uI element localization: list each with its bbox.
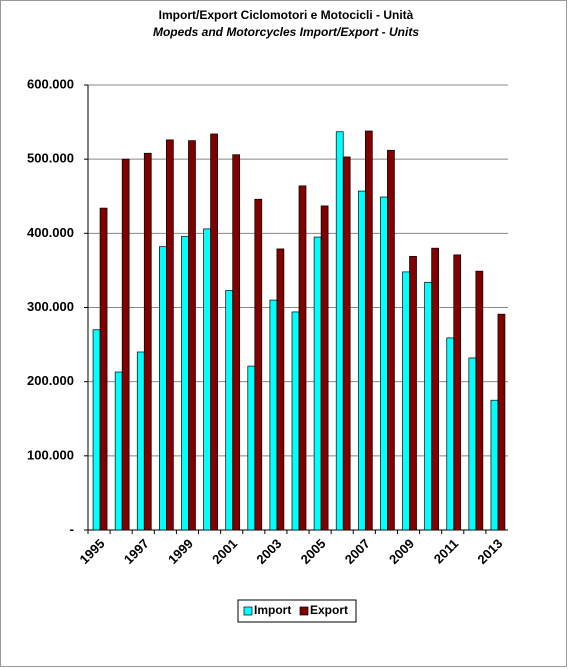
bar xyxy=(114,371,123,531)
bar xyxy=(121,158,130,531)
bar xyxy=(99,207,108,531)
bar xyxy=(380,196,388,531)
bar xyxy=(446,337,455,531)
bar xyxy=(475,270,484,531)
bar xyxy=(254,198,263,531)
bar xyxy=(232,154,241,531)
legend-label: Export xyxy=(310,603,348,617)
bar xyxy=(342,156,351,531)
chart-subtitle: Mopeds and Motorcycles Import/Export - U… xyxy=(153,25,419,39)
bar xyxy=(136,351,145,531)
bar xyxy=(159,246,167,531)
bar xyxy=(357,190,366,531)
bar xyxy=(143,152,152,531)
bar xyxy=(92,329,101,531)
chart-title: Import/Export Ciclomotori e Motocicli - … xyxy=(159,8,414,22)
bar xyxy=(402,271,410,531)
y-tick-label: 100.000 xyxy=(27,447,74,462)
y-tick-label: 600.000 xyxy=(27,76,74,91)
bar xyxy=(181,235,189,531)
bar xyxy=(298,185,307,531)
y-tick-label: 300.000 xyxy=(27,299,74,314)
legend-swatch xyxy=(299,606,309,616)
bar xyxy=(313,236,322,531)
bar xyxy=(203,228,211,531)
y-tick-label: 200.000 xyxy=(27,373,74,388)
bar xyxy=(188,140,196,531)
bar xyxy=(210,133,218,531)
bar xyxy=(424,281,432,531)
bar xyxy=(431,247,439,531)
bar xyxy=(468,357,477,531)
bar xyxy=(276,248,285,531)
bar xyxy=(387,149,395,531)
legend-box xyxy=(237,599,357,623)
bar xyxy=(269,299,278,531)
bar xyxy=(490,399,499,531)
bar xyxy=(409,255,417,531)
bar xyxy=(166,139,174,531)
y-tick-label: 400.000 xyxy=(27,225,74,240)
bar xyxy=(225,290,234,531)
y-tick-label: 500.000 xyxy=(27,151,74,166)
bar xyxy=(497,313,506,531)
legend-label: Import xyxy=(254,603,291,617)
bar xyxy=(335,131,344,531)
legend-swatch xyxy=(243,606,253,616)
bar xyxy=(364,130,373,531)
y-tick-label: - xyxy=(70,521,74,536)
bar xyxy=(320,205,329,531)
bar xyxy=(247,365,256,531)
bar xyxy=(291,311,300,531)
bar xyxy=(453,254,462,531)
